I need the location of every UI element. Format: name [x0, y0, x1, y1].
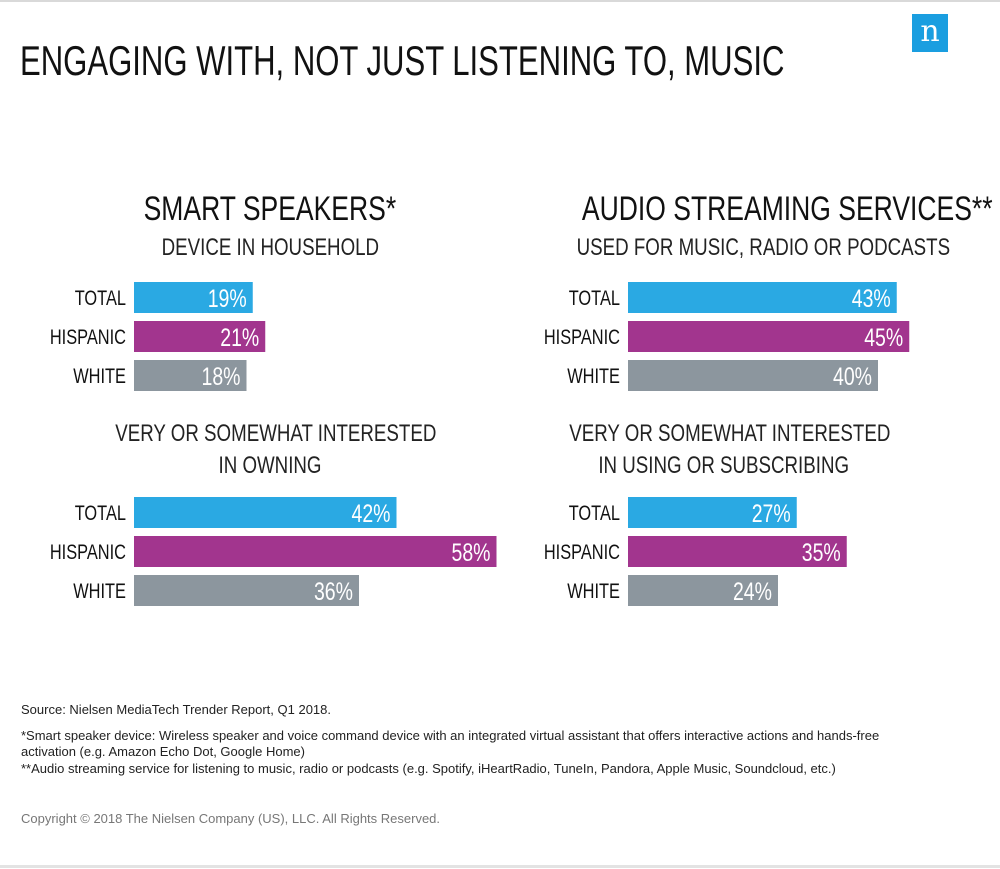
data-label-hispanic: 58%	[451, 539, 490, 567]
data-label-total: 42%	[351, 500, 390, 528]
category-label-hispanic: HISPANIC	[50, 540, 126, 563]
chart-title-audio-streaming: AUDIO STREAMING SERVICES**	[581, 190, 993, 228]
category-label-white: WHITE	[73, 364, 126, 387]
bottom-rule	[0, 865, 1000, 868]
bar-hispanic	[628, 321, 910, 352]
bar-white	[628, 575, 778, 606]
bar-white	[134, 575, 359, 606]
bar-hispanic	[628, 536, 847, 567]
category-label-hispanic: HISPANIC	[544, 325, 620, 348]
bar-group-1: TOTAL 19% HISPANIC 21% WHITE 18%	[50, 282, 266, 391]
data-label-total: 19%	[208, 285, 247, 313]
bar-white	[134, 360, 247, 391]
category-label-white: WHITE	[73, 579, 126, 602]
bar-group-4: TOTAL 27% HISPANIC 35% WHITE 24%	[544, 497, 847, 606]
category-label-total: TOTAL	[75, 501, 126, 524]
chart-subtitle-device-in-household: DEVICE IN HOUSEHOLD	[161, 234, 379, 261]
bar-charts: TOTAL 19% HISPANIC 21% WHITE 18% TOTAL 42% HISPA…	[50, 282, 910, 606]
category-label-total: TOTAL	[75, 286, 126, 309]
data-label-total: 27%	[752, 500, 791, 528]
chart-title-smart-speakers: SMART SPEAKERS*	[143, 190, 397, 228]
top-rule	[0, 0, 1000, 2]
smart-speaker-footnote: *Smart speaker device: Wireless speaker …	[21, 728, 880, 759]
data-label-white: 36%	[314, 578, 353, 606]
category-label-white: WHITE	[567, 364, 620, 387]
data-label-hispanic: 45%	[864, 324, 903, 352]
copyright-note: Copyright © 2018 The Nielsen Company (US…	[21, 811, 441, 826]
category-label-hispanic: HISPANIC	[50, 325, 126, 348]
page-title: ENGAGING WITH, NOT JUST LISTENING TO, MU…	[20, 37, 785, 84]
bar-white	[628, 360, 878, 391]
bar-total	[134, 282, 253, 313]
category-label-total: TOTAL	[569, 286, 620, 309]
bar-hispanic	[134, 321, 266, 352]
data-label-hispanic: 21%	[220, 324, 259, 352]
category-label-total: TOTAL	[569, 501, 620, 524]
data-label-white: 24%	[733, 578, 772, 606]
data-label-white: 18%	[201, 363, 240, 391]
bar-hispanic	[134, 536, 497, 567]
nielsen-logo: n	[912, 14, 948, 52]
bar-group-3: TOTAL 43% HISPANIC 45% WHITE 40%	[544, 282, 910, 391]
source-note: Source: Nielsen MediaTech Trender Report…	[21, 702, 332, 717]
bar-group-2: TOTAL 42% HISPANIC 58% WHITE 36%	[50, 497, 497, 606]
category-label-hispanic: HISPANIC	[544, 540, 620, 563]
chart-subtitle-used-for-music: USED FOR MUSIC, RADIO OR PODCASTS	[576, 234, 951, 261]
data-label-hispanic: 35%	[802, 539, 841, 567]
category-label-white: WHITE	[567, 579, 620, 602]
chart-subtitle-interested-subscribing: VERY OR SOMEWHAT INTERESTED IN USING OR …	[569, 420, 891, 479]
data-label-total: 43%	[852, 285, 891, 313]
bar-total	[628, 282, 897, 313]
audio-streaming-footnote: **Audio streaming service for listening …	[21, 761, 836, 776]
bar-total	[134, 497, 397, 528]
bar-total	[628, 497, 797, 528]
chart-subtitle-interested-owning: VERY OR SOMEWHAT INTERESTED IN OWNING	[115, 420, 437, 479]
data-label-white: 40%	[833, 363, 872, 391]
